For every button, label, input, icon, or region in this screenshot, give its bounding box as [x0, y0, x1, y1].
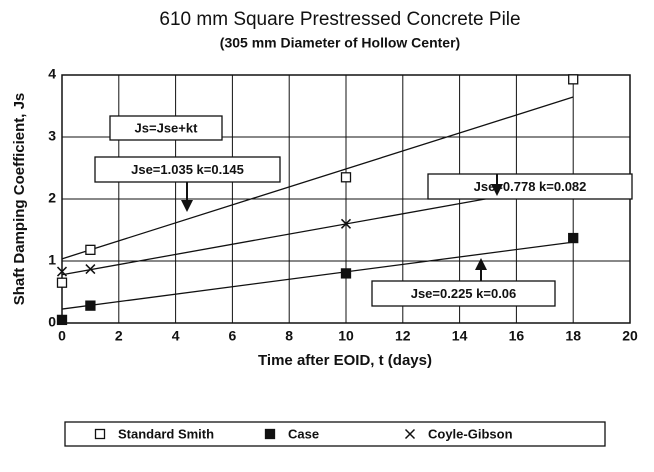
marker [340, 218, 352, 229]
x-tick-label: 2 [115, 328, 123, 344]
x-tick-label: 0 [58, 328, 66, 344]
annotation: Js=Jse+kt [135, 120, 199, 135]
y-tick-label: 0 [48, 314, 56, 330]
annotation-box [427, 173, 633, 200]
marker [568, 232, 579, 244]
marker [85, 264, 96, 275]
marker [340, 172, 352, 183]
x-tick-label: 4 [172, 328, 180, 344]
marker [56, 277, 68, 288]
x-tick-label: 20 [622, 328, 638, 344]
annotation: Jse=0.225 k=0.06 [411, 286, 517, 301]
y-tick-label: 4 [48, 66, 56, 82]
legend-label: Case [288, 426, 319, 441]
marker [56, 314, 68, 326]
annotation-arrowhead [181, 200, 193, 212]
marker [264, 428, 276, 440]
marker [404, 428, 416, 440]
legend-label: Coyle-Gibson [428, 426, 513, 441]
fit-line [61, 96, 574, 260]
marker [568, 74, 579, 85]
fit-line [61, 241, 574, 310]
annotation-arrowhead [491, 184, 503, 196]
marker [56, 266, 68, 277]
x-tick-label: 8 [285, 328, 293, 344]
marker [85, 300, 96, 311]
x-tick-label: 18 [565, 328, 581, 344]
x-tick-label: 14 [452, 328, 468, 344]
marker [340, 268, 352, 279]
chart-subtitle: (305 mm Diameter of Hollow Center) [220, 35, 460, 51]
marker [94, 428, 106, 440]
y-tick-label: 1 [48, 252, 56, 268]
y-axis-title: Shaft Damping Coefficient, Js [11, 93, 28, 306]
legend-box [64, 421, 606, 447]
y-tick-label: 3 [48, 128, 56, 144]
x-tick-label: 12 [395, 328, 411, 344]
x-axis-title: Time after EOID, t (days) [258, 352, 432, 369]
x-tick-label: 16 [509, 328, 525, 344]
marker [85, 244, 96, 255]
annotation-box [94, 156, 281, 183]
chart-title: 610 mm Square Prestressed Concrete Pile [159, 9, 520, 30]
annotation-arrowhead [475, 258, 487, 270]
x-tick-label: 6 [229, 328, 237, 344]
legend-label: Standard Smith [118, 426, 214, 441]
annotation-box [371, 280, 556, 307]
x-tick-label: 10 [338, 328, 354, 344]
annotation: Jse=1.035 k=0.145 [131, 162, 244, 177]
y-tick-label: 2 [48, 190, 56, 206]
annotation: Jse=0.778 k=0.082 [474, 179, 587, 194]
annotation-box [109, 115, 223, 141]
